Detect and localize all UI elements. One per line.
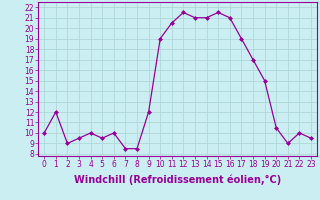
X-axis label: Windchill (Refroidissement éolien,°C): Windchill (Refroidissement éolien,°C)	[74, 175, 281, 185]
